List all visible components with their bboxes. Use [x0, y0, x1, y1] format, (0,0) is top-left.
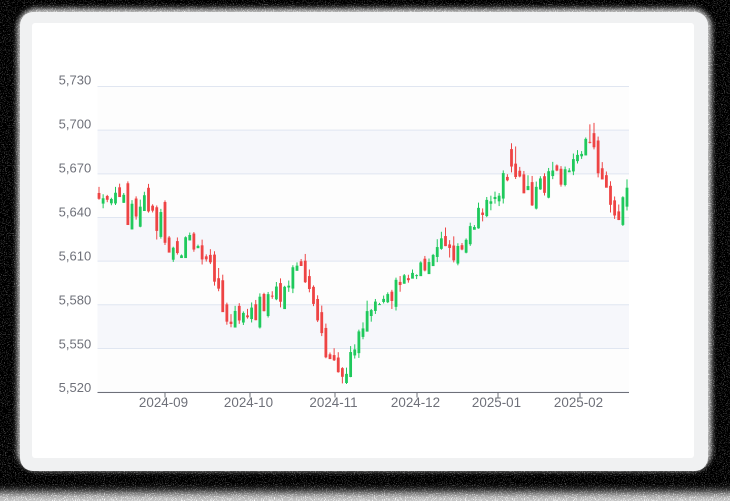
svg-text:5,640: 5,640 [59, 204, 92, 219]
svg-text:5,520: 5,520 [59, 380, 92, 395]
svg-text:5,550: 5,550 [59, 336, 92, 351]
svg-text:5,700: 5,700 [59, 117, 92, 132]
svg-text:5,610: 5,610 [59, 248, 92, 263]
svg-text:2025-01: 2025-01 [472, 395, 521, 410]
svg-text:5,730: 5,730 [59, 73, 92, 88]
svg-text:2024-10: 2024-10 [224, 395, 273, 410]
svg-text:2024-12: 2024-12 [391, 395, 440, 410]
svg-text:2024-09: 2024-09 [139, 395, 188, 410]
svg-text:2024-11: 2024-11 [309, 395, 357, 410]
svg-text:5,580: 5,580 [59, 292, 92, 307]
svg-text:5,670: 5,670 [59, 160, 92, 175]
svg-text:2025-02: 2025-02 [554, 395, 603, 410]
